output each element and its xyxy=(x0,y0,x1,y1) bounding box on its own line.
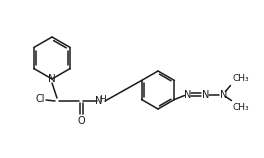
Text: CH₃: CH₃ xyxy=(232,74,249,83)
Text: N: N xyxy=(48,74,56,84)
Text: CH₃: CH₃ xyxy=(232,103,249,112)
Text: N: N xyxy=(202,89,209,100)
Text: Cl: Cl xyxy=(35,94,45,104)
Text: N: N xyxy=(220,89,227,100)
Text: O: O xyxy=(78,116,85,126)
Text: N: N xyxy=(184,89,191,100)
Text: N: N xyxy=(95,96,103,106)
Text: H: H xyxy=(100,94,106,103)
